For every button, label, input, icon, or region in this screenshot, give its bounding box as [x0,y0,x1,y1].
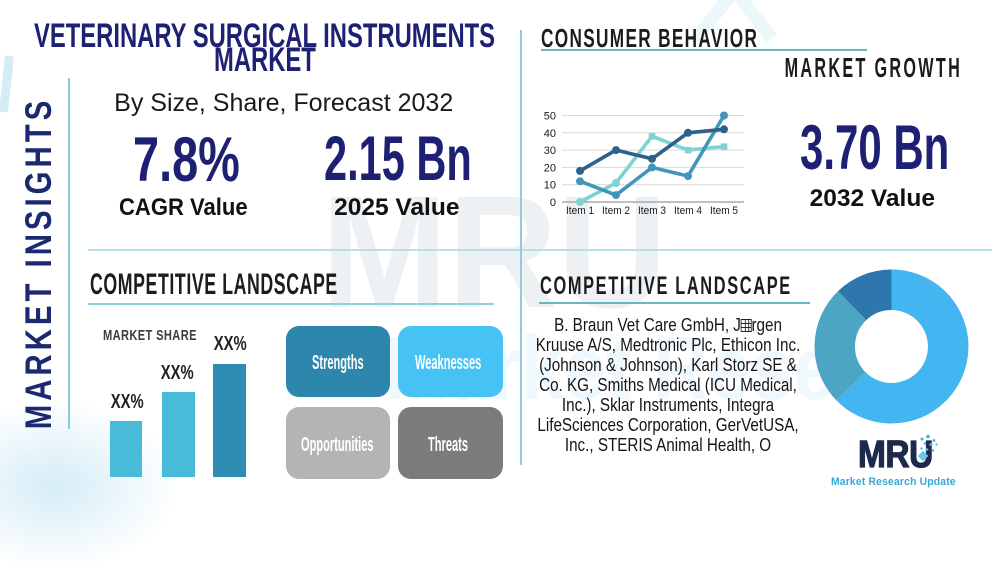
svg-text:0: 0 [550,197,556,209]
svg-text:30: 30 [544,145,556,157]
svg-text:Item 5: Item 5 [710,205,738,217]
svg-text:Item 4: Item 4 [674,205,702,217]
svg-text:Item 3: Item 3 [638,205,666,217]
svg-text:40: 40 [544,128,556,140]
svg-text:20: 20 [544,162,556,174]
svg-text:10: 10 [544,180,556,192]
svg-text:50: 50 [544,111,556,123]
svg-text:Item 2: Item 2 [602,205,630,217]
svg-text:Item 1: Item 1 [566,205,594,217]
